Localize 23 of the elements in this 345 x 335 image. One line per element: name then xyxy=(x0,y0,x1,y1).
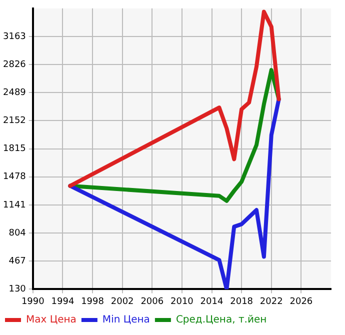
x-tick-label: 2022 xyxy=(260,296,283,307)
y-tick-label: 2489 xyxy=(3,88,26,98)
x-tick-label: 2026 xyxy=(290,296,313,307)
y-tick-label: 2826 xyxy=(3,60,26,70)
y-tick-label: 2152 xyxy=(3,116,26,126)
x-tick-label: 1994 xyxy=(51,296,74,307)
y-tick-label: 1141 xyxy=(3,200,26,210)
y-tick-label: 1815 xyxy=(3,144,26,154)
legend-label: Max Цена xyxy=(26,314,76,326)
x-tick-label: 2010 xyxy=(170,296,194,307)
y-tick-label: 467 xyxy=(8,256,26,266)
y-tick-label: 130 xyxy=(8,284,26,295)
y-tick-label: 804 xyxy=(8,228,26,238)
y-tick-label: 3163 xyxy=(3,32,26,42)
x-tick-label: 2002 xyxy=(110,296,134,307)
x-tick-label: 1990 xyxy=(21,296,45,307)
legend-label: Сред.Цена, т.йен xyxy=(176,314,267,326)
y-tick-label: 1478 xyxy=(3,172,26,182)
x-tick-label: 1998 xyxy=(81,296,104,307)
x-tick-label: 2014 xyxy=(200,296,224,307)
x-tick-label: 2006 xyxy=(140,296,164,307)
x-tick-label: 2018 xyxy=(230,296,254,307)
legend-label: Min Цена xyxy=(102,314,150,326)
